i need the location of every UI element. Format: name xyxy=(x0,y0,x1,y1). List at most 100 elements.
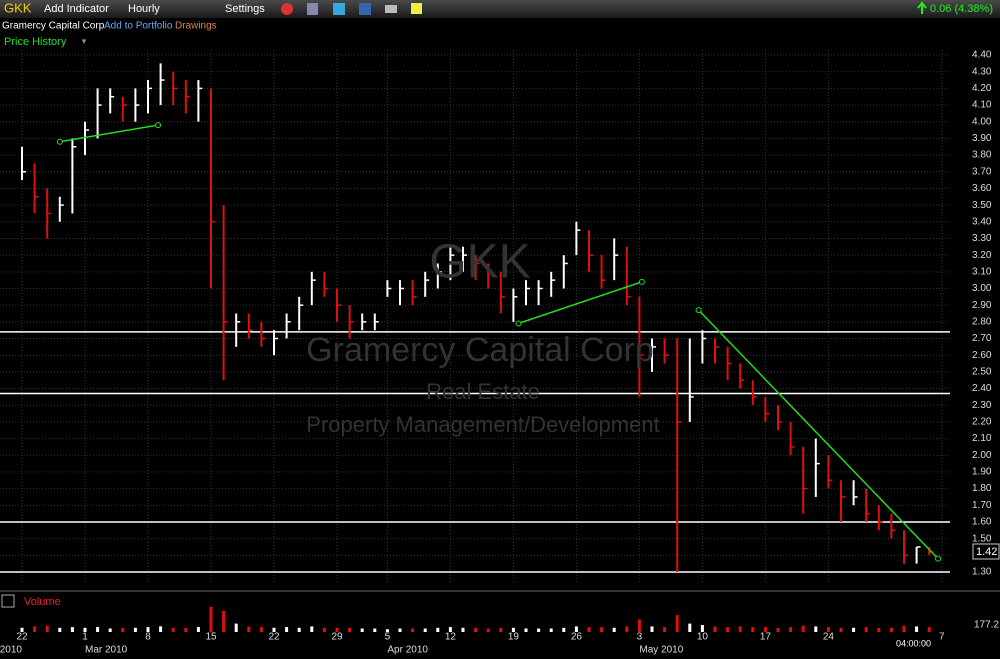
volume-bar xyxy=(726,627,730,632)
y-tick-label: 3.00 xyxy=(972,283,992,294)
y-tick-label: 2.40 xyxy=(972,383,992,394)
volume-bar xyxy=(247,626,251,632)
volume-bar xyxy=(184,627,188,632)
volume-bar xyxy=(322,627,326,632)
volume-bar xyxy=(83,627,87,632)
trend-handle xyxy=(935,555,942,562)
volume-bar xyxy=(625,626,629,632)
volume-bar xyxy=(637,619,641,632)
volume-bar xyxy=(663,627,667,632)
y-tick-label: 2.50 xyxy=(972,367,992,378)
y-tick-label: 3.90 xyxy=(972,133,992,144)
month-label: Apr 2010 xyxy=(387,645,428,656)
volume-bar xyxy=(96,627,100,632)
volume-bar xyxy=(121,627,125,632)
y-tick-label: 4.40 xyxy=(972,50,992,61)
volume-bar xyxy=(486,628,490,632)
x-tick-label: 29 xyxy=(331,632,343,643)
volume-bar xyxy=(448,627,452,632)
trend-handle xyxy=(56,138,63,145)
x-tick-label: 24 xyxy=(823,632,835,643)
y-tick-label: 4.00 xyxy=(972,116,992,127)
volume-bar xyxy=(524,628,528,632)
volume-bar xyxy=(587,627,591,632)
volume-bar xyxy=(159,626,163,632)
volume-bar xyxy=(209,606,213,632)
month-label: May 2010 xyxy=(639,645,683,656)
x-tick-label: 10 xyxy=(697,632,709,643)
y-tick-label: 1.80 xyxy=(972,483,992,494)
volume-bar xyxy=(612,627,616,632)
x-tick-label: 22 xyxy=(16,632,28,643)
volume-bar xyxy=(272,627,276,632)
volume-bar xyxy=(411,628,415,632)
watermark-symbol: GKK xyxy=(429,236,530,289)
toolbar-icons[interactable] xyxy=(281,3,422,15)
watermark-company: Gramercy Capital Corp xyxy=(306,331,654,369)
volume-bar xyxy=(285,627,289,632)
add-to-portfolio[interactable]: Add to Portfolio xyxy=(104,21,173,32)
volume-bar xyxy=(171,627,175,632)
add-indicator[interactable]: Add Indicator xyxy=(44,3,109,15)
close-panel[interactable] xyxy=(1,594,15,608)
volume-bar xyxy=(385,629,389,632)
volume-bar xyxy=(826,627,830,632)
drawings[interactable]: Drawings xyxy=(175,21,217,32)
volume-bar xyxy=(700,625,704,632)
trend-handle xyxy=(638,278,645,285)
settings[interactable]: Settings xyxy=(225,3,265,15)
volume-bar xyxy=(927,627,931,632)
volume-bar xyxy=(20,627,24,632)
time-label: 04:00:00 xyxy=(896,638,931,648)
dropdown[interactable]: ▼ xyxy=(80,37,88,46)
volume-bar xyxy=(738,626,742,632)
y-tick-label: 4.10 xyxy=(972,100,992,111)
volume-bar xyxy=(902,625,906,632)
volume-bar xyxy=(688,623,692,632)
y-tick-label: 2.20 xyxy=(972,417,992,428)
volume-bar xyxy=(549,628,553,632)
y-tick-label: 2.90 xyxy=(972,300,992,311)
y-tick-label: 4.20 xyxy=(972,83,992,94)
y-tick-label: 2.00 xyxy=(972,450,992,461)
volume-bar xyxy=(70,627,74,632)
y-tick-label: 2.30 xyxy=(972,400,992,411)
volume-title[interactable]: Volume xyxy=(24,596,61,608)
volume-bar xyxy=(196,627,200,632)
interval[interactable]: Hourly xyxy=(128,3,160,15)
volume-bar xyxy=(398,628,402,632)
volume-bar xyxy=(335,627,339,632)
y-tick-label: 1.30 xyxy=(972,567,992,578)
volume-bar xyxy=(650,626,654,632)
volume-bar xyxy=(562,627,566,632)
x-tick-label: 3 xyxy=(637,632,643,643)
x-tick-label: 8 xyxy=(145,632,151,643)
toolbar xyxy=(0,0,1000,18)
x-tick-label: 12 xyxy=(445,632,457,643)
volume-bar xyxy=(814,626,818,632)
y-tick-label: 3.70 xyxy=(972,166,992,177)
trend-line xyxy=(59,124,159,143)
y-tick-label: 3.80 xyxy=(972,150,992,161)
trend-line xyxy=(698,309,939,560)
volume-bar xyxy=(360,628,364,632)
volume-bar xyxy=(310,626,314,632)
volume-bar xyxy=(763,627,767,632)
volume-axis-label: 177.2 xyxy=(974,620,999,631)
x-tick-label: 15 xyxy=(205,632,217,643)
y-tick-label: 4.30 xyxy=(972,66,992,77)
panel-title[interactable]: Price History xyxy=(4,36,67,48)
y-tick-label: 2.60 xyxy=(972,350,992,361)
volume-bar xyxy=(461,627,465,632)
x-tick-label: 17 xyxy=(760,632,772,643)
y-tick-label: 3.10 xyxy=(972,266,992,277)
y-tick-label: 2.70 xyxy=(972,333,992,344)
volume-bar xyxy=(234,623,238,632)
volume-bar xyxy=(789,627,793,632)
x-tick-label: 22 xyxy=(268,632,280,643)
symbol[interactable]: GKK xyxy=(4,0,32,15)
y-tick-label: 3.20 xyxy=(972,250,992,261)
volume-bar xyxy=(222,611,226,632)
y-tick-label: 1.70 xyxy=(972,500,992,511)
